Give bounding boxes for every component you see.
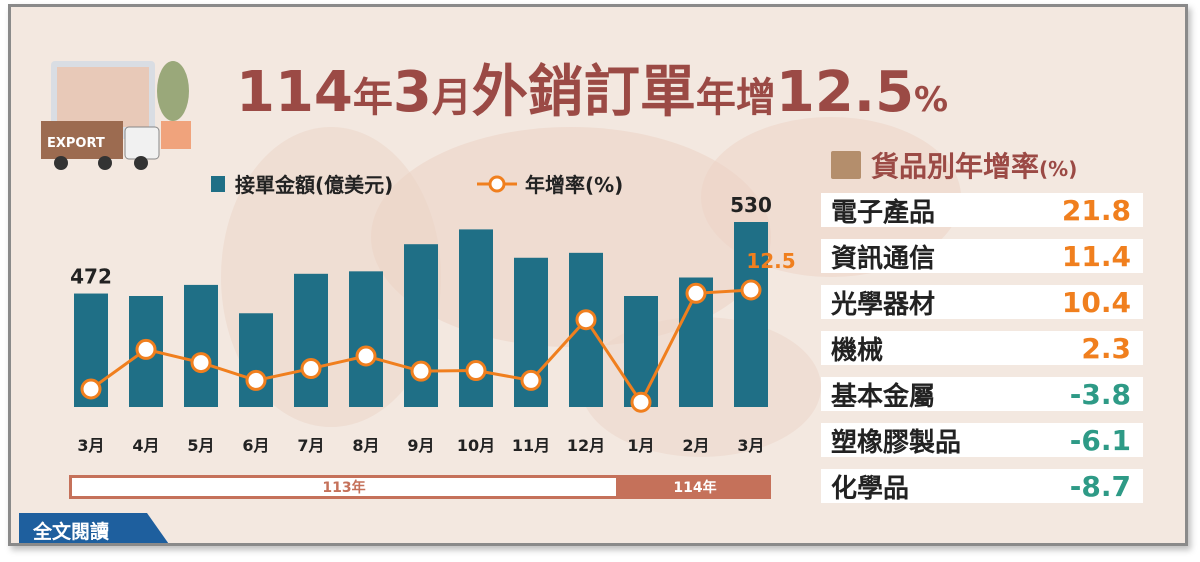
- rate-point-10: [575, 309, 597, 331]
- x-tick-label: 11月: [512, 436, 550, 455]
- rate-category: 塑橡膠製品: [831, 427, 962, 458]
- rate-table-row: 資訊通信 11.4: [821, 239, 1143, 274]
- rate-table-row: 化學品 -8.7: [821, 469, 1143, 504]
- x-tick-label: 9月: [407, 436, 434, 455]
- bar-label-first: 472: [70, 265, 112, 289]
- legend-bar-label: 接單金額(億美元): [235, 173, 394, 197]
- bar-7: [404, 244, 438, 407]
- bar-5: [294, 273, 328, 407]
- rate-table-row: 光學器材 10.4: [821, 285, 1143, 320]
- bar-label-last: 530: [730, 193, 772, 217]
- rate-point-11: [630, 391, 652, 413]
- rate-category: 機械: [831, 335, 884, 366]
- rate-value: 11.4: [1061, 239, 1131, 273]
- legend-line-label: 年增率(%): [525, 173, 624, 197]
- x-tick-label: 10月: [457, 436, 495, 455]
- rate-value: 10.4: [1061, 285, 1131, 319]
- rate-point-3: [190, 352, 212, 374]
- rate-category: 光學器材: [831, 289, 936, 320]
- period-113: 113年: [69, 475, 619, 499]
- rate-label-last: 12.5: [746, 249, 795, 273]
- read-full-text-button[interactable]: 全文閱讀: [19, 513, 171, 543]
- legend-bar-swatch: [211, 175, 225, 192]
- x-tick-label: 3月: [737, 436, 764, 455]
- rate-point-12: [685, 282, 707, 304]
- title-subject: 外銷訂單: [471, 60, 696, 125]
- rate-value: 2.3: [1081, 331, 1131, 365]
- rate-value: -6.1: [1069, 423, 1131, 457]
- rate-value: 21.8: [1061, 193, 1131, 227]
- rate-table-title: 貨品別年增率: [871, 150, 1040, 183]
- x-tick-label: 8月: [352, 436, 379, 455]
- rate-table-row: 機械 2.3: [821, 331, 1143, 366]
- title-year-unit: 年: [352, 75, 393, 121]
- title-year: 114: [236, 60, 353, 125]
- legend-line-swatch: [477, 175, 517, 192]
- bar-3: [184, 284, 218, 407]
- x-tick-label: 1月: [627, 436, 654, 455]
- x-tick-label: 7月: [297, 436, 324, 455]
- rate-category: 電子產品: [831, 197, 936, 228]
- rate-point-4: [245, 369, 267, 391]
- x-tick-label: 6月: [242, 436, 269, 455]
- title-growth-label: 年增: [695, 75, 776, 121]
- infographic-frame: EXPORT 114 年 3 月 外銷訂單 年增 12.5 % 接單金額(億美元…: [8, 4, 1188, 546]
- rate-table-unit: (%): [1039, 157, 1078, 181]
- bar-6: [349, 271, 383, 407]
- orders-chart: 472 530 12.5 3月 4月 5月 6月 7月 8月 9月 10月 11月 12月 1月 2月 3月: [70, 193, 796, 455]
- rate-point-2: [135, 338, 157, 360]
- title-month: 3: [392, 60, 432, 125]
- title-growth-unit: %: [914, 80, 949, 120]
- period-114: 114年: [619, 475, 771, 499]
- x-tick-label: 3月: [77, 436, 104, 455]
- export-truck-illustration: EXPORT: [41, 61, 191, 170]
- rate-table-row: 基本金屬 -3.8: [821, 377, 1143, 412]
- page-title: 114 年 3 月 外銷訂單 年增 12.5 %: [236, 47, 948, 127]
- rate-point-1: [80, 378, 102, 400]
- rate-category: 基本金屬: [831, 381, 936, 412]
- box-icon: [831, 151, 861, 179]
- rate-point-6: [355, 345, 377, 367]
- x-tick-label: 2月: [682, 436, 709, 455]
- legend-bar: 接單金額(億美元): [211, 169, 393, 198]
- rate-point-8: [465, 360, 487, 382]
- x-tick-label: 4月: [132, 436, 159, 455]
- rate-table-row: 塑橡膠製品 -6.1: [821, 423, 1143, 458]
- rate-point-9: [520, 369, 542, 391]
- legend-line: 年增率(%): [475, 169, 623, 198]
- rate-point-7: [410, 360, 432, 382]
- bar-13: [734, 222, 768, 407]
- bar-11: [624, 296, 658, 407]
- rate-table-row: 電子產品 21.8: [821, 193, 1143, 228]
- title-growth-value: 12.5: [775, 60, 915, 125]
- rate-value: -8.7: [1069, 469, 1131, 503]
- rate-point-13: [740, 279, 762, 301]
- rate-table-header: 貨品別年增率 (%): [831, 145, 1077, 185]
- rate-value: -3.8: [1069, 377, 1131, 411]
- title-month-unit: 月: [431, 75, 472, 121]
- export-label: EXPORT: [47, 136, 105, 151]
- bar-4: [239, 313, 273, 407]
- x-tick-label: 12月: [567, 436, 605, 455]
- rate-point-5: [300, 358, 322, 380]
- x-tick-label: 5月: [187, 436, 214, 455]
- rate-category: 資訊通信: [831, 243, 936, 274]
- rate-category: 化學品: [831, 473, 910, 504]
